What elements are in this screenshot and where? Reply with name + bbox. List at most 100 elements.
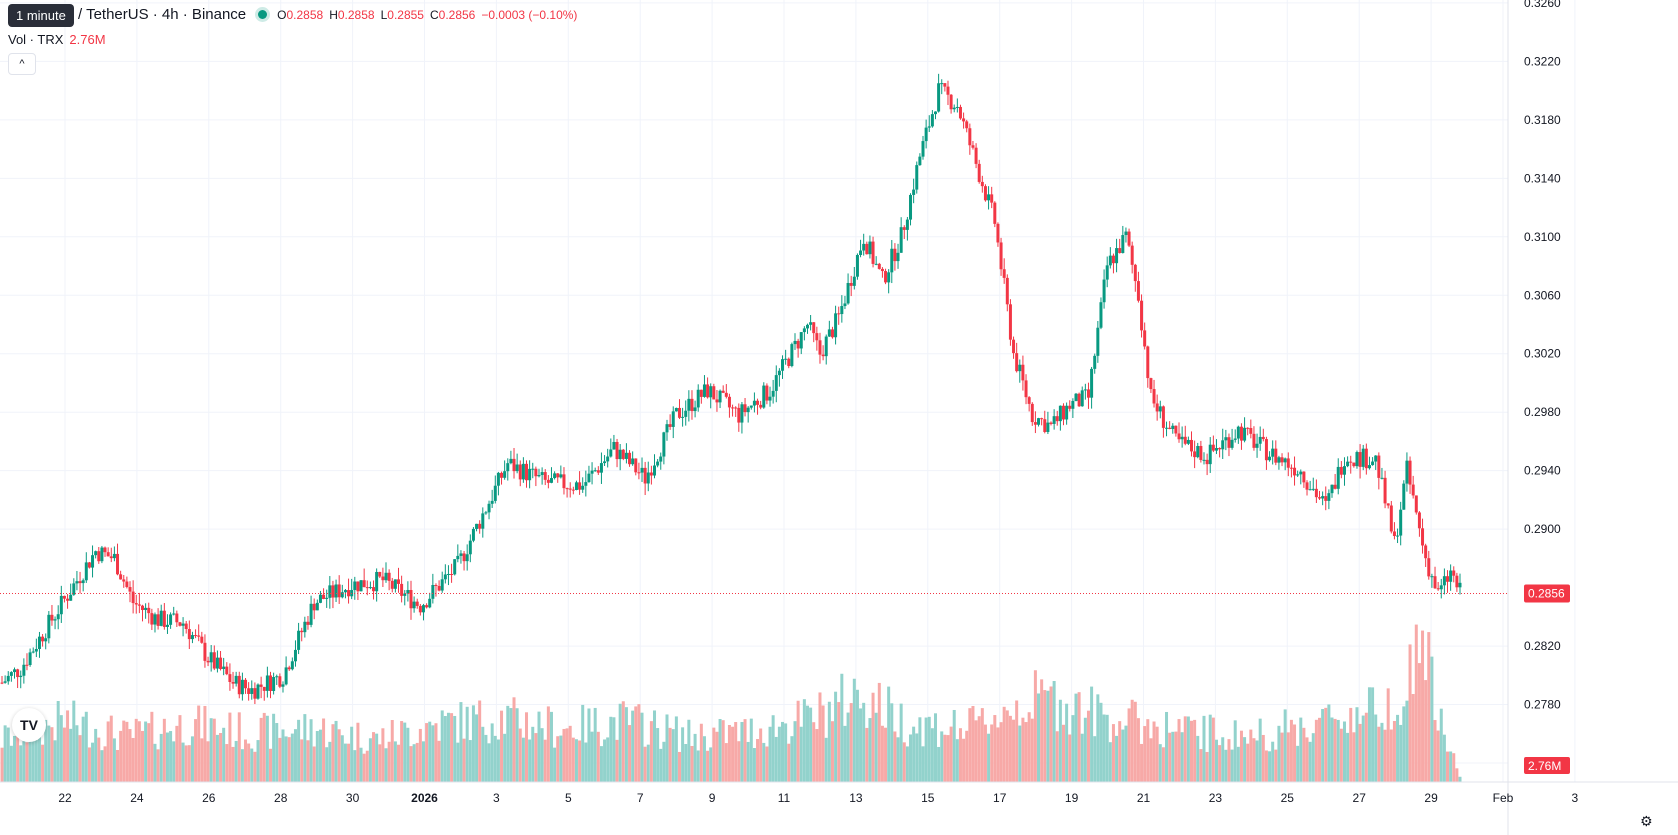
symbol-title[interactable]: / TetherUS · 4h · Binance (78, 6, 247, 23)
volume-bar (1158, 744, 1162, 782)
candle (1352, 462, 1356, 468)
volume-bar (999, 722, 1003, 782)
candle (1286, 452, 1290, 477)
volume-bar (481, 726, 485, 782)
candle (384, 562, 388, 583)
collapse-legend-button[interactable]: ^ (8, 53, 36, 75)
candle (456, 544, 460, 563)
candle (709, 383, 713, 409)
candle (1308, 480, 1312, 491)
candle (1065, 402, 1069, 425)
candle (1158, 400, 1162, 419)
candles (0, 73, 1462, 705)
candle (19, 670, 23, 689)
volume-bar (1180, 732, 1184, 782)
volume-bar (1308, 741, 1312, 782)
volume-bar (1243, 737, 1247, 782)
candle (687, 390, 691, 422)
candle (1024, 374, 1028, 405)
volume-bar (690, 745, 694, 782)
candle (184, 620, 188, 634)
candle (812, 322, 816, 343)
candle (437, 580, 441, 592)
candle (827, 320, 831, 337)
candle (375, 568, 379, 602)
candle (1221, 428, 1225, 460)
candle (443, 564, 447, 584)
volume-bar (634, 706, 638, 782)
time-axis[interactable]: 22 24 26 28 30 2026 3 5 7 9 11 13 15 17 19 21 23 25 27 29 Fe… (0, 781, 1678, 805)
volume-bar (1018, 725, 1022, 782)
volume-bar (1027, 712, 1031, 782)
y-tick-label: 0.3020 (1524, 347, 1561, 361)
volume-bar (937, 746, 941, 782)
volume-legend[interactable]: Vol · TRX 2.76M (8, 32, 106, 47)
volume-bar (1249, 729, 1253, 782)
volume-bar (1202, 715, 1206, 782)
candle (1330, 484, 1334, 498)
volume-bar (962, 738, 966, 782)
volume-bar (1399, 724, 1403, 782)
y-tick-label: 0.3180 (1524, 113, 1561, 127)
volume-bar (478, 700, 482, 782)
candle (1086, 382, 1090, 409)
candle (1180, 426, 1184, 448)
volume-bar (1077, 692, 1081, 782)
volume-bar (209, 718, 213, 782)
volume-bar (1421, 630, 1425, 782)
volume-bar (41, 744, 45, 782)
candle (784, 349, 788, 365)
candle (153, 612, 157, 633)
volume-bar (1289, 719, 1293, 782)
volume-bar (437, 740, 441, 782)
tradingview-logo-icon[interactable]: TV (12, 708, 46, 742)
candle (412, 596, 416, 613)
volume-bar (868, 718, 872, 782)
candle (165, 614, 169, 634)
volume-bar (515, 708, 519, 782)
volume-bar (546, 706, 550, 782)
volume-bar (1221, 737, 1225, 782)
candle (624, 443, 628, 464)
candle (315, 599, 319, 611)
candle (453, 559, 457, 576)
candle (1314, 479, 1318, 504)
volume-bar (1030, 718, 1034, 782)
volume-bar (1055, 731, 1059, 782)
y-tick-label: 0.2780 (1524, 698, 1561, 712)
volume-bar (887, 686, 891, 782)
volume-bar (9, 745, 13, 782)
price-axis[interactable]: 0.3260 0.3220 0.3180 0.3140 0.3100 0.3060 0.30… (1507, 0, 1561, 835)
candle (1027, 396, 1031, 412)
candle (1068, 400, 1072, 412)
candle (612, 434, 616, 450)
volume-bar (1442, 734, 1446, 782)
volume-bar (818, 692, 822, 782)
volume-bar (109, 715, 113, 782)
volume-bar (181, 742, 185, 782)
candle (902, 225, 906, 240)
volume-bar (940, 731, 944, 782)
settings-icon[interactable]: ⚙ (1640, 813, 1653, 829)
volume-bar (281, 729, 285, 782)
volume-bar (681, 727, 685, 782)
x-tick-label: 3 (1572, 791, 1579, 805)
volume-bar (512, 697, 516, 782)
candle (78, 571, 82, 594)
volume-bar (568, 725, 572, 782)
candle (378, 571, 382, 579)
candle (1093, 353, 1097, 374)
candle (1077, 392, 1081, 407)
y-tick-label: 0.3100 (1524, 230, 1561, 244)
candle (731, 404, 735, 417)
candle (1149, 377, 1153, 394)
candle (887, 269, 891, 294)
candle (684, 400, 688, 426)
volume-bar (871, 692, 875, 782)
candle (756, 398, 760, 415)
volume-bar (746, 741, 750, 782)
candle (1252, 426, 1256, 451)
candle (1311, 477, 1315, 492)
volume-bar (431, 725, 435, 782)
